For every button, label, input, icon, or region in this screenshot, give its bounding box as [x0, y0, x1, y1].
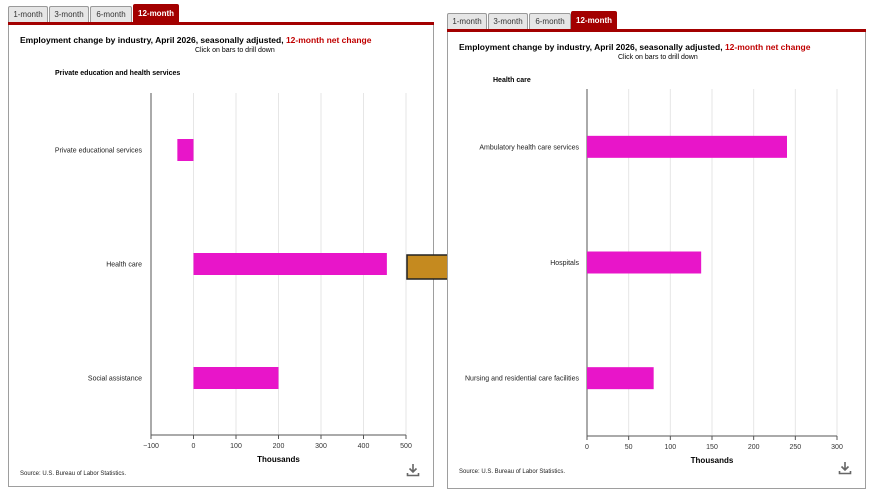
- x-tick-label: −100: [143, 443, 159, 450]
- tab-6-month[interactable]: 6-month: [90, 6, 132, 23]
- category-label: Hospitals: [550, 260, 579, 267]
- category-label: Ambulatory health care services: [479, 144, 579, 151]
- source-note: Source: U.S. Bureau of Labor Statistics.: [459, 469, 566, 475]
- tab-underline: [447, 29, 866, 32]
- category-label: Social assistance: [88, 376, 142, 383]
- tab-3-month[interactable]: 3-month: [49, 6, 89, 23]
- bar[interactable]: [587, 251, 702, 274]
- chart-group-title: Private education and health services: [55, 70, 181, 77]
- x-axis-title: Thousands: [257, 455, 300, 464]
- source-note: Source: U.S. Bureau of Labor Statistics.: [20, 471, 127, 477]
- bar[interactable]: [193, 253, 387, 275]
- chart-container: Employment change by industry, April 202…: [447, 32, 866, 489]
- tab-12-month[interactable]: 12-month: [571, 11, 617, 30]
- chart-title: Employment change by industry, April 202…: [20, 35, 372, 45]
- tab-12-month[interactable]: 12-month: [133, 4, 179, 23]
- chart-title: Employment change by industry, April 202…: [459, 42, 811, 52]
- tab-3-month[interactable]: 3-month: [488, 13, 528, 30]
- x-tick-label: 100: [664, 444, 676, 451]
- chart-group-title: Health care: [493, 77, 531, 84]
- tab-1-month[interactable]: 1-month: [8, 6, 48, 23]
- x-tick-label: 250: [789, 444, 801, 451]
- category-label: Private educational services: [55, 148, 143, 155]
- x-tick-label: 50: [625, 444, 633, 451]
- download-icon[interactable]: [406, 463, 420, 477]
- x-tick-label: 500: [400, 443, 412, 450]
- bar-chart-svg: 0 50 100 150 200 250 300 Ambulatory health care…: [465, 89, 843, 465]
- x-tick-label: 300: [315, 443, 327, 450]
- tab-underline: [8, 22, 434, 25]
- bar[interactable]: [587, 135, 787, 158]
- tab-6-month[interactable]: 6-month: [529, 13, 571, 30]
- bar-chart-svg: −100 0 100 200 300 400 500 Private educational …: [55, 93, 412, 464]
- x-tick-label: 0: [585, 444, 589, 451]
- x-tick-label: 200: [748, 444, 760, 451]
- tab-1-month[interactable]: 1-month: [447, 13, 487, 30]
- chart-subtitle: Click on bars to drill down: [195, 47, 275, 54]
- bar[interactable]: [177, 139, 194, 161]
- category-label: Health care: [106, 262, 142, 269]
- chart-subtitle: Click on bars to drill down: [618, 54, 698, 61]
- chart-panel-right: 1-month 3-month 6-month 12-month Employm…: [447, 11, 866, 489]
- chart-container: Employment change by industry, April 202…: [8, 25, 434, 487]
- x-axis-title: Thousands: [691, 456, 734, 465]
- bar[interactable]: [587, 367, 654, 390]
- category-label: Nursing and residential care facilities: [465, 376, 579, 383]
- x-tick-label: 100: [230, 443, 242, 450]
- download-icon[interactable]: [838, 461, 852, 475]
- x-tick-label: 0: [192, 443, 196, 450]
- x-tick-label: 200: [273, 443, 285, 450]
- x-tick-label: 300: [831, 444, 843, 451]
- bar[interactable]: [193, 367, 279, 389]
- x-tick-label: 400: [358, 443, 370, 450]
- chart-panel-left: 1-month 3-month 6-month 12-month Employm…: [8, 4, 434, 487]
- x-tick-label: 150: [706, 444, 718, 451]
